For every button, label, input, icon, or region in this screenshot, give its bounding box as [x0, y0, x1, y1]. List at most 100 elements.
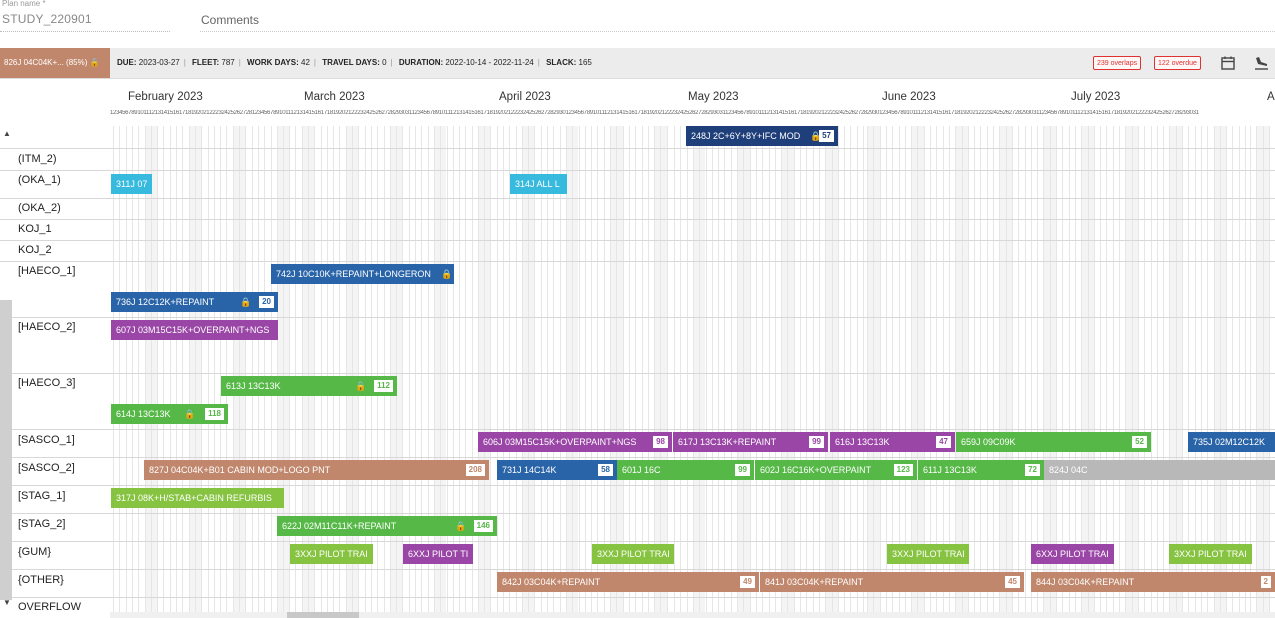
day-gridline — [213, 126, 215, 612]
job-bar[interactable]: 314J ALL L — [510, 174, 567, 194]
job-bar-label: 617J 13C13K+REPAINT — [678, 437, 777, 447]
job-bar-label: 611J 13C13K — [923, 465, 977, 475]
job-bar[interactable]: 601J 16C 99 — [617, 460, 754, 480]
job-bar[interactable]: 3XXJ PILOT TRAI — [290, 544, 373, 564]
job-bar[interactable]: 3XXJ PILOT TRAI — [1169, 544, 1252, 564]
due-label: DUE: — [117, 58, 137, 67]
scroll-down-icon[interactable]: ▼ — [3, 598, 11, 607]
day-gridline — [1049, 126, 1051, 612]
day-gridline — [1268, 126, 1270, 612]
job-bar[interactable]: 742J 10C10K+REPAINT+LONGERON 🔒 — [271, 264, 454, 284]
day-gridline — [125, 126, 127, 612]
job-bar[interactable]: 3XXJ PILOT TRAI — [592, 544, 674, 564]
day-gridline — [138, 126, 140, 612]
job-bar[interactable]: 842J 03C04K+REPAINT 49 — [497, 572, 759, 592]
day-gridline — [301, 126, 303, 612]
row-divider — [0, 148, 1275, 149]
scroll-up-icon[interactable]: ▲ — [3, 129, 11, 138]
day-gridline — [150, 126, 152, 612]
job-bar-label: 3XXJ PILOT TRAI — [892, 549, 965, 559]
day-gridline — [867, 126, 868, 612]
job-bar-count: 208 — [465, 464, 485, 476]
day-gridline — [1081, 126, 1083, 612]
job-bar[interactable]: 611J 13C13K 72 — [918, 460, 1044, 480]
day-gridline — [591, 126, 593, 612]
day-gridline — [226, 126, 228, 612]
info-bar: 826J 04C04K+... (85%) 🔒 DUE: 2023-03-27 |… — [0, 48, 1275, 79]
job-bar-label: 3XXJ PILOT TRAI — [597, 549, 670, 559]
job-bar[interactable]: 607J 03M15C15K+OVERPAINT+NGS — [111, 320, 278, 340]
day-gridline — [1256, 126, 1258, 612]
calendar-icon[interactable] — [1220, 55, 1236, 71]
job-bar-label: 607J 03M15C15K+OVERPAINT+NGS — [116, 325, 270, 335]
job-bar[interactable]: 827J 04C04K+B01 CABIN MOD+LOGO PNT 208 — [144, 460, 489, 480]
day-gridline — [967, 126, 969, 612]
job-bar[interactable]: 844J 03C04K+REPAINT 2 — [1031, 572, 1275, 592]
day-gridline — [396, 126, 398, 612]
workdays-label: WORK DAYS: — [247, 58, 299, 67]
job-bar[interactable]: 735J 02M12C12K — [1188, 432, 1275, 452]
day-gridline — [251, 126, 253, 612]
selected-job-chip[interactable]: 826J 04C04K+... (85%) 🔒 — [0, 48, 110, 78]
day-gridline — [131, 126, 133, 612]
day-gridline — [879, 126, 881, 612]
day-gridline — [465, 126, 467, 612]
job-bar[interactable]: 616J 13C13K 47 — [830, 432, 955, 452]
day-gridline — [169, 126, 171, 612]
job-bar[interactable]: 736J 12C12K+REPAINT 🔒 20 — [111, 292, 278, 312]
day-gridline — [603, 126, 605, 612]
horizontal-scrollbar[interactable] — [110, 612, 1275, 618]
job-bar[interactable]: 841J 03C04K+REPAINT 45 — [760, 572, 1024, 592]
job-bar[interactable]: 622J 02M11C11K+REPAINT 🔒 146 — [277, 516, 497, 536]
day-gridline — [578, 126, 580, 612]
day-gridline — [402, 126, 404, 612]
row-divider — [0, 261, 1275, 262]
lock-icon: 🔒 — [355, 381, 367, 391]
day-gridline — [911, 126, 913, 612]
day-gridline — [904, 126, 906, 612]
day-gridline — [781, 126, 783, 612]
job-bar[interactable]: 248J 2C+6Y+8Y+IFC MOD 🔒 57 — [686, 126, 838, 146]
job-bar[interactable]: 6XXJ PILOT TRAI — [1031, 544, 1114, 564]
job-bar[interactable]: 731J 14C14K 58 — [497, 460, 617, 480]
job-bar[interactable]: 659J 09C09K 52 — [956, 432, 1151, 452]
overlaps-badge[interactable]: 239 overlaps — [1093, 56, 1142, 70]
plan-name-field[interactable]: STUDY_220901 — [2, 12, 92, 26]
plan-name-label: Plan name * — [2, 0, 46, 8]
day-gridline — [415, 126, 416, 612]
day-gridline — [1062, 126, 1064, 612]
horizontal-scroll-thumb[interactable] — [287, 612, 359, 618]
day-gridline — [1226, 126, 1228, 612]
comments-field[interactable]: Comments — [201, 13, 260, 27]
job-bar[interactable]: 6XXJ PILOT TI — [403, 544, 473, 564]
day-gridline — [1144, 126, 1146, 612]
day-gridline — [484, 126, 485, 612]
job-bar[interactable]: 3XXJ PILOT TRAI — [887, 544, 969, 564]
day-gridline — [220, 126, 222, 612]
airplane-landing-icon[interactable] — [1253, 55, 1269, 71]
day-gridline — [616, 126, 618, 612]
row-divider — [0, 170, 1275, 171]
job-bar[interactable]: 317J 08K+H/STAB+CABIN REFURBIS — [111, 488, 284, 508]
day-gridline — [1200, 126, 1202, 612]
duration-label: DURATION: — [398, 58, 444, 67]
job-bar-count: 2 — [1260, 576, 1271, 588]
day-gridline — [144, 126, 146, 612]
job-bar[interactable]: 614J 13C13K 🔒 118 — [111, 404, 228, 424]
overdue-badge[interactable]: 122 overdue — [1154, 56, 1201, 70]
day-gridline — [1163, 126, 1165, 612]
month-label: A — [1267, 91, 1275, 103]
job-bar[interactable]: 613J 13C13K 🔒 112 — [221, 376, 397, 396]
job-bar[interactable]: 606J 03M15C15K+OVERPAINT+NGS 98 — [478, 432, 672, 452]
job-bar-label: 311J 07 — [116, 179, 148, 189]
row-label: {OTHER} — [18, 574, 64, 586]
day-gridline — [358, 126, 360, 612]
day-gridline — [1169, 126, 1171, 612]
month-label: June 2023 — [882, 91, 936, 103]
job-bar-label: 844J 03C04K+REPAINT — [1036, 577, 1135, 587]
job-bar[interactable]: 311J 07 — [111, 174, 152, 194]
vertical-scrollbar[interactable] — [0, 300, 12, 600]
job-bar[interactable]: 602J 16C16K+OVERPAINT 123 — [755, 460, 917, 480]
job-bar[interactable]: 824J 04C — [1044, 460, 1275, 480]
job-bar[interactable]: 617J 13C13K+REPAINT 99 — [673, 432, 828, 452]
